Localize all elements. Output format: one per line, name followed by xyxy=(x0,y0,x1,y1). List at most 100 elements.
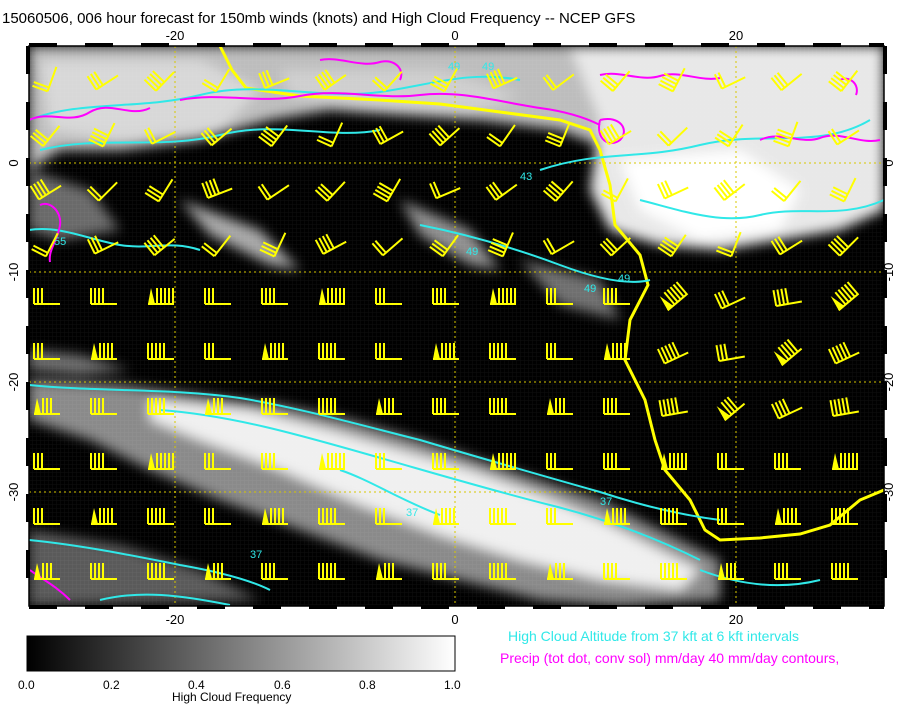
frame-tick xyxy=(26,326,30,354)
wind-barb xyxy=(261,288,288,305)
frame-tick xyxy=(869,43,884,47)
frame-tick xyxy=(365,605,393,609)
lat-label: -10 xyxy=(881,263,896,282)
wind-barb xyxy=(318,398,345,415)
wind-barb xyxy=(147,343,174,360)
wind-barb xyxy=(34,563,60,580)
wind-barb xyxy=(258,69,290,89)
wind-barb xyxy=(771,180,802,202)
lat-label: 0 xyxy=(6,159,21,166)
wind-barb xyxy=(429,234,459,258)
wind-barb xyxy=(547,563,573,580)
contour-label: 55 xyxy=(54,236,66,248)
lat-label: -20 xyxy=(881,373,896,392)
wind-barb xyxy=(660,508,687,525)
frame-tick xyxy=(365,43,393,47)
wind-barb xyxy=(827,341,860,365)
lon-label: 20 xyxy=(729,28,743,43)
frame-tick xyxy=(645,605,673,609)
frame-tick xyxy=(757,43,785,47)
wind-barb xyxy=(201,68,231,93)
wind-barb xyxy=(205,398,231,415)
precip-contours xyxy=(28,58,881,601)
wind-barb xyxy=(376,398,402,415)
wind-barb xyxy=(371,125,404,145)
wind-barb xyxy=(147,563,174,580)
wind-barb xyxy=(713,72,746,90)
wind-barb xyxy=(827,235,859,257)
wind-barb xyxy=(544,121,571,148)
coastline xyxy=(218,45,885,542)
lon-label: 0 xyxy=(451,612,458,627)
frame-tick xyxy=(253,43,281,47)
wind-barb xyxy=(490,453,516,470)
wind-barb xyxy=(90,453,117,470)
wind-barb xyxy=(429,68,458,93)
wind-barb xyxy=(86,71,119,91)
frame-tick xyxy=(533,43,561,47)
wind-barb xyxy=(261,398,288,415)
longitude-labels-bottom: -20 0 20 xyxy=(166,612,744,627)
wind-barb xyxy=(547,398,573,415)
wind-barb xyxy=(86,235,119,255)
contour-label: 49 xyxy=(448,61,460,73)
frame-tick xyxy=(309,605,337,609)
wind-barb xyxy=(546,343,573,360)
wind-barb xyxy=(713,179,746,201)
wind-barb xyxy=(603,563,630,580)
wind-barb xyxy=(314,69,347,91)
wind-barb xyxy=(828,70,859,92)
frame-tick xyxy=(883,270,887,298)
cloud-altitude-note: High Cloud Altitude from 37 kft at 6 kft… xyxy=(508,628,800,644)
wind-barb xyxy=(29,178,62,201)
wind-barb xyxy=(489,398,516,415)
wind-barb xyxy=(319,453,345,470)
wind-barb xyxy=(546,453,573,470)
wind-barb xyxy=(314,233,347,255)
wind-barb xyxy=(773,338,803,367)
frame-tick xyxy=(141,43,169,47)
wind-barb xyxy=(775,508,801,525)
wind-barb xyxy=(716,396,746,422)
wind-barb xyxy=(204,343,231,360)
colorbar-tick: 1.0 xyxy=(444,678,461,692)
wind-barb xyxy=(490,288,516,305)
frame-tick xyxy=(26,550,30,578)
wind-barb xyxy=(432,398,459,415)
wind-barb xyxy=(542,237,575,256)
wind-barb xyxy=(86,181,118,202)
colorbar-tick: 0.8 xyxy=(359,678,376,692)
wind-barb xyxy=(318,343,345,360)
wind-barb xyxy=(485,181,518,201)
wind-barb xyxy=(656,126,688,147)
frame-tick xyxy=(813,605,841,609)
lon-label: -20 xyxy=(166,612,185,627)
wind-barb xyxy=(601,177,629,203)
wind-barb xyxy=(487,232,514,258)
wind-barb xyxy=(603,288,630,305)
frame-tick xyxy=(421,43,449,47)
wind-barb xyxy=(604,343,630,360)
wind-barb xyxy=(258,124,289,147)
wind-barb xyxy=(376,563,402,580)
wind-barb xyxy=(715,343,746,362)
wind-barb xyxy=(489,563,516,580)
longitude-labels-top: -20 0 20 xyxy=(166,28,744,43)
frame-tick xyxy=(26,270,30,298)
frame-tick xyxy=(757,605,785,609)
wind-barb xyxy=(656,341,689,365)
frame-tick xyxy=(533,605,561,609)
contour-label: 37 xyxy=(250,549,262,561)
colorbar-tick: 0.2 xyxy=(103,678,120,692)
wind-barb xyxy=(831,508,858,525)
contour-label: 49 xyxy=(584,283,596,295)
colorbar-tick: 0.4 xyxy=(188,678,205,692)
frame-tick xyxy=(26,46,30,74)
wind-barb xyxy=(147,508,174,525)
wind-barb xyxy=(486,124,516,148)
wind-barb xyxy=(661,453,687,470)
wind-barb xyxy=(201,178,233,199)
frame-tick xyxy=(26,158,30,186)
wind-barb xyxy=(32,66,58,93)
frame-tick xyxy=(26,438,30,466)
